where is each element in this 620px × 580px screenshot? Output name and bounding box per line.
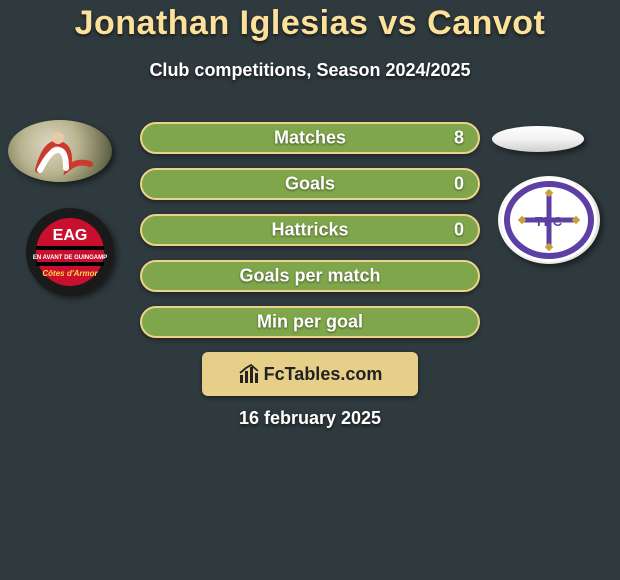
stat-right-value: 8 (454, 128, 464, 149)
source-text: FcTables.com (264, 364, 383, 385)
stat-label: Hattricks (142, 220, 478, 241)
player-photo-right (492, 126, 584, 152)
chart-icon (238, 363, 260, 385)
stat-bar-hattricks: Hattricks 0 (140, 214, 480, 246)
stat-label: Matches (142, 128, 478, 149)
comparison-card: Jonathan Iglesias vs Canvot Club competi… (0, 0, 620, 580)
stat-label: Goals per match (142, 266, 478, 287)
source-attribution: FcTables.com (202, 352, 418, 396)
svg-text:Côtes d'Armor: Côtes d'Armor (42, 269, 98, 278)
player-photo-illustration (8, 120, 112, 182)
stat-label: Min per goal (142, 312, 478, 333)
club-badge-left: EAG EN AVANT DE GUINGAMP Côtes d'Armor (26, 208, 114, 296)
date-text: 16 february 2025 (0, 408, 620, 429)
stat-bar-matches: Matches 8 (140, 122, 480, 154)
eag-crest-svg: EAG EN AVANT DE GUINGAMP Côtes d'Armor (32, 214, 108, 290)
svg-text:EN AVANT DE GUINGAMP: EN AVANT DE GUINGAMP (33, 255, 107, 261)
stat-bars: Matches 8 Goals 0 Hattricks 0 Goals per … (140, 122, 480, 352)
stat-bar-goals-per-match: Goals per match (140, 260, 480, 292)
player-photo-left (8, 120, 112, 182)
stat-bar-min-per-goal: Min per goal (140, 306, 480, 338)
tfc-crest-svg: TFC (498, 176, 600, 264)
stat-right-value: 0 (454, 220, 464, 241)
club-badge-right: TFC (498, 176, 600, 264)
eag-crest: EAG EN AVANT DE GUINGAMP Côtes d'Armor (32, 214, 108, 290)
stat-bar-goals: Goals 0 (140, 168, 480, 200)
page-title: Jonathan Iglesias vs Canvot (0, 4, 620, 43)
stat-right-value: 0 (454, 174, 464, 195)
svg-text:EAG: EAG (53, 227, 88, 244)
stat-label: Goals (142, 174, 478, 195)
svg-text:TFC: TFC (535, 214, 563, 229)
page-subtitle: Club competitions, Season 2024/2025 (0, 60, 620, 81)
